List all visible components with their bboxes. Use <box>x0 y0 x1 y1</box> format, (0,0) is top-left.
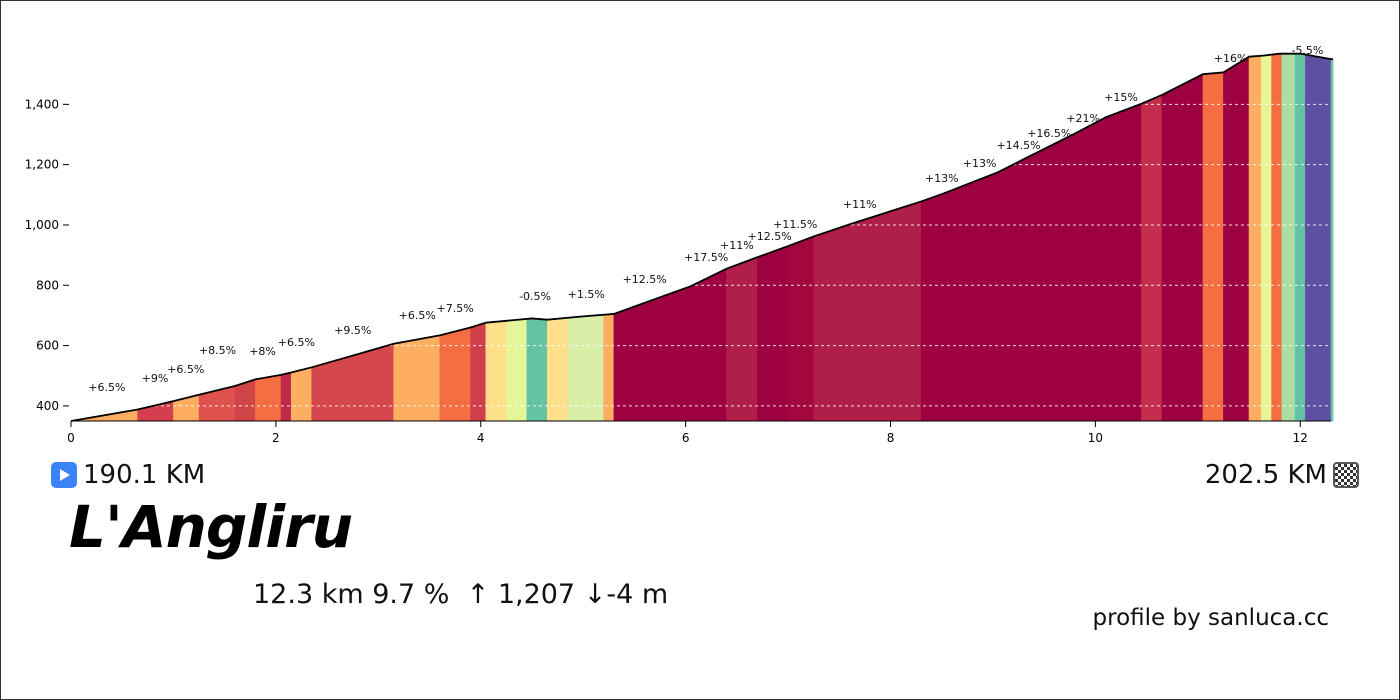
y-tick-label: 600 <box>36 339 59 353</box>
grade-segment <box>280 372 292 422</box>
grade-segment <box>757 245 789 422</box>
grade-segment <box>813 201 922 422</box>
grade-segment <box>787 235 814 422</box>
grade-segment <box>1023 133 1076 422</box>
grade-label: +11% <box>843 198 877 211</box>
climb-length: 12.3 km <box>253 579 364 610</box>
y-tick-label: 800 <box>36 278 59 292</box>
grade-segment <box>290 366 313 422</box>
grade-segment <box>997 158 1024 422</box>
grade-label: +8.5% <box>199 344 236 357</box>
grade-segment <box>137 400 174 422</box>
grade-label: +12.5% <box>748 230 792 243</box>
grade-label: +11.5% <box>773 218 817 231</box>
grade-segment <box>690 268 727 422</box>
checkered-flag-icon <box>1333 462 1359 488</box>
grade-label: +1.5% <box>568 288 605 301</box>
grade-segment <box>1330 58 1334 422</box>
x-tick-label: 6 <box>682 431 690 445</box>
x-tick-label: 10 <box>1088 431 1103 445</box>
start-distance-label: 190.1 KM <box>83 460 206 490</box>
x-tick-label: 4 <box>477 431 485 445</box>
grade-label: -0.5% <box>519 290 551 303</box>
grade-label: +11% <box>720 239 754 252</box>
grade-segment <box>439 327 471 422</box>
grade-segment <box>1074 116 1106 422</box>
play-icon <box>51 462 77 488</box>
elevation-loss: -4 m <box>606 579 669 610</box>
climb-avg-grade: 9.7 % <box>372 579 450 610</box>
grade-segment <box>1223 56 1250 422</box>
grade-segment <box>393 334 441 422</box>
grade-label: +6.5% <box>399 309 436 322</box>
grade-segment <box>1161 73 1204 422</box>
grade-label: +16% <box>1214 52 1248 65</box>
grade-label: +17.5% <box>684 251 728 264</box>
grade-segment <box>726 256 758 422</box>
grade-label: +9% <box>142 372 169 385</box>
elevation-gain-arrow: ↑ <box>466 579 490 610</box>
grade-segment <box>613 285 692 422</box>
grade-label: +6.5% <box>278 336 315 349</box>
grade-label: +21% <box>1066 112 1100 125</box>
grade-segment <box>1305 54 1332 422</box>
grade-segment <box>1248 55 1262 422</box>
climb-title: L'Angliru <box>69 493 353 561</box>
grade-label: +9.5% <box>334 324 371 337</box>
x-tick-label: 2 <box>272 431 280 445</box>
elevation-gain: 1,207 <box>497 579 576 610</box>
grade-segment <box>1281 53 1296 422</box>
grade-segment <box>1294 53 1306 422</box>
x-tick-label: 8 <box>887 431 895 445</box>
x-tick-label: 12 <box>1293 431 1308 445</box>
grade-label: +15% <box>1104 91 1138 104</box>
grade-label: +13% <box>963 157 997 170</box>
y-tick-label: 1,400 <box>25 97 59 111</box>
grade-segment <box>1202 72 1224 422</box>
profile-credit: profile by sanluca.cc <box>1092 605 1329 631</box>
elevation-profile-chart: 0 2 4 6 8 10 124006008001,0001,2001,400+6.5%+9… <box>25 44 1334 445</box>
grade-label: +13% <box>925 172 959 185</box>
x-tick-label: 0 <box>67 431 75 445</box>
elevation-loss-arrow: ↓ <box>583 579 607 610</box>
finish-distance-label: 202.5 KM <box>1204 460 1327 490</box>
grade-label: +6.5% <box>167 363 204 376</box>
grade-segment <box>1261 54 1272 422</box>
y-tick-label: 400 <box>36 399 59 413</box>
grade-segment <box>1271 53 1283 422</box>
grade-label: +7.5% <box>437 302 474 315</box>
grade-segment <box>920 193 943 422</box>
grade-segment <box>1105 103 1142 422</box>
grade-label: -5.5% <box>1291 44 1323 57</box>
y-tick-label: 1,200 <box>25 158 59 172</box>
grade-label: +12.5% <box>623 273 667 286</box>
grade-segment <box>603 313 615 422</box>
finish-distance: 202.5 KM <box>1205 457 1359 493</box>
grade-segment <box>255 374 282 422</box>
grade-label: +8% <box>249 345 276 358</box>
y-tick-label: 1,000 <box>25 218 59 232</box>
climb-stats: 12.3 km 9.7 % ↑ 1,207 ↓-4 m <box>253 579 668 610</box>
grade-label: +14.5% <box>996 139 1040 152</box>
grade-segment <box>470 322 487 422</box>
profile-line <box>70 52 1334 422</box>
grade-segment <box>941 171 999 422</box>
grade-segment <box>1141 94 1163 422</box>
grade-label: +6.5% <box>88 381 125 394</box>
grade-label: +16.5% <box>1027 127 1071 140</box>
grade-segment <box>567 314 604 422</box>
start-distance: 190.1 KM <box>51 457 205 493</box>
